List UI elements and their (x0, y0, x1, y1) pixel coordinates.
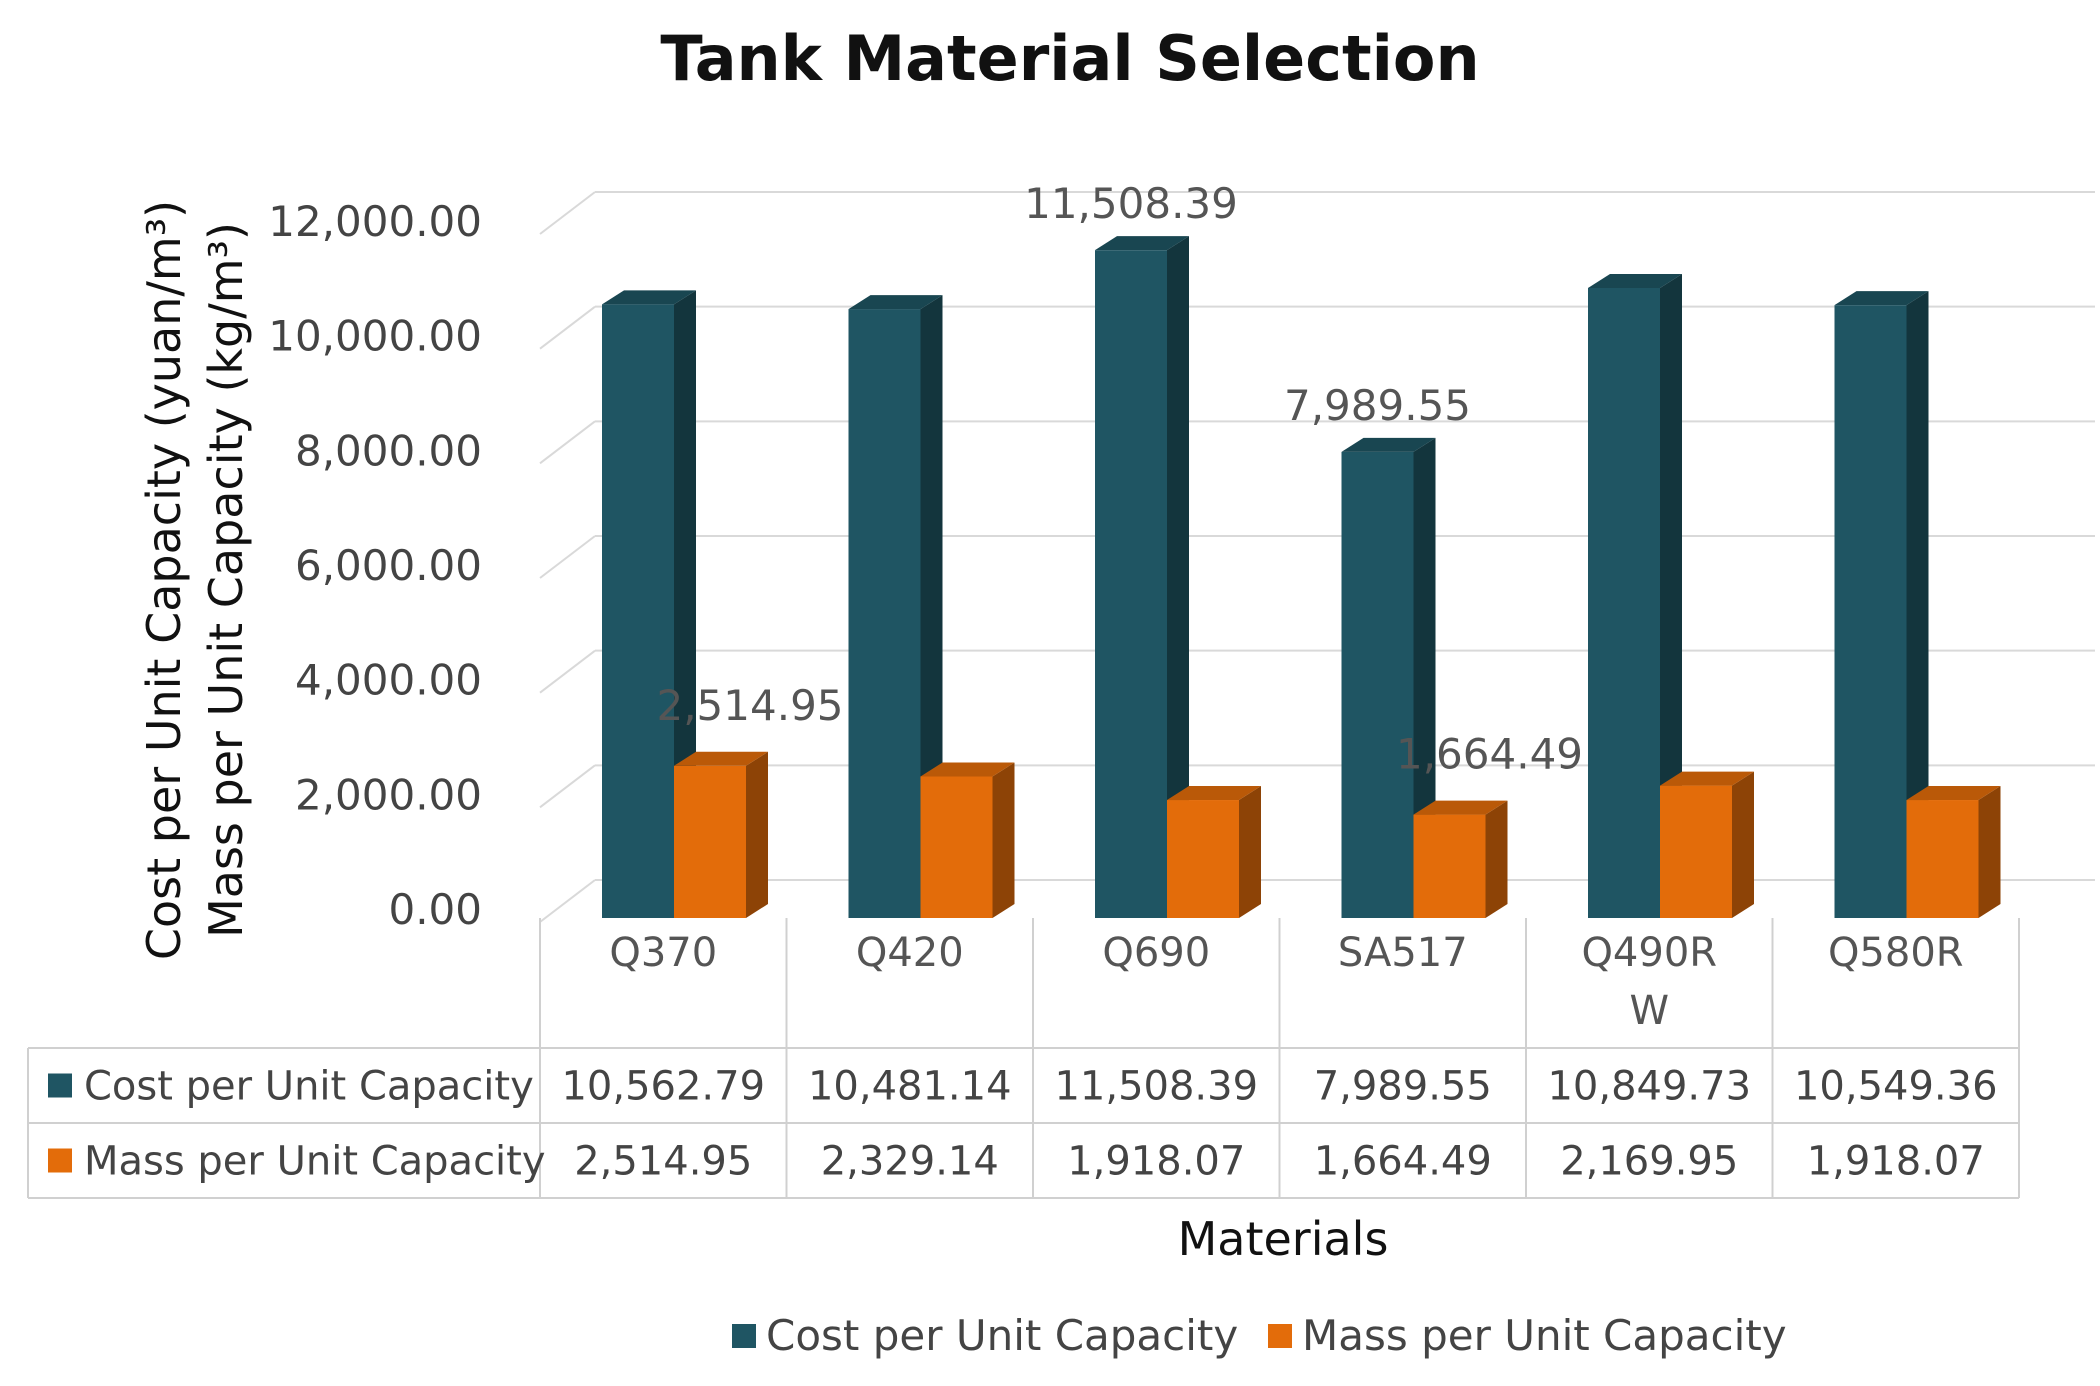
bar-mass (1906, 800, 1979, 918)
bar-mass (920, 776, 993, 918)
bar-mass (1167, 800, 1239, 918)
bar-top (674, 751, 768, 766)
bar-top (848, 295, 943, 310)
bar-side (1906, 291, 1929, 918)
bar-top (1095, 236, 1189, 251)
table-cell: 11,508.39 (1054, 1064, 1258, 1110)
legend-key (732, 1324, 756, 1348)
y-axis-title-line-2: Mass per Unit Capacity (kg/m³) (199, 222, 253, 938)
bars (602, 236, 2001, 919)
x-tick-label: Q580R (1828, 930, 1964, 976)
bar-cost (1834, 305, 1907, 918)
data-label: 11,508.39 (1024, 179, 1238, 228)
table-series-name: Mass per Unit Capacity (84, 1139, 546, 1185)
bar-side (1660, 273, 1682, 918)
chart-title: Tank Material Selection (660, 22, 1479, 95)
y-tick-label: 8,000.00 (295, 426, 482, 475)
data-label: 2,514.95 (656, 681, 843, 730)
data-table: Q370 Q420 Q690 SA517 Q490R W Q580R Cost per Uni… (27, 918, 2020, 1199)
y-axis-title: Cost per Unit Capacity (yuan/m³) Mass pe… (137, 200, 253, 960)
table-cell: 2,169.95 (1560, 1139, 1738, 1185)
y-tick-label: 4,000.00 (295, 656, 482, 705)
bar-cost (1341, 451, 1414, 918)
table-series-name: Cost per Unit Capacity (84, 1064, 534, 1110)
x-tick-label: SA517 (1338, 930, 1468, 976)
bar-side (1239, 786, 1261, 918)
table-cell: 10,481.14 (808, 1064, 1012, 1110)
gridline-diagonal (539, 649, 596, 694)
bar-top (920, 762, 1015, 777)
bar-top (1413, 800, 1508, 815)
bar-side (1167, 236, 1189, 918)
y-tick-label: 0.00 (388, 885, 482, 934)
bar-top (602, 290, 696, 305)
data-labels: 11,508.39 7,989.55 2,514.95 1,664.49 (656, 179, 1583, 778)
legend-label: Mass per Unit Capacity (1302, 1311, 1787, 1360)
table-cell: 10,849.73 (1547, 1064, 1751, 1110)
bar-mass (1660, 785, 1732, 918)
bar-cost (848, 309, 921, 918)
bar-top (1834, 291, 1929, 306)
bar-cost (1588, 287, 1660, 918)
gridline-diagonal (539, 764, 596, 809)
table-cell: 2,329.14 (821, 1139, 999, 1185)
bar-top (1588, 273, 1682, 288)
gridline-diagonal (539, 879, 596, 923)
y-tick-label: 2,000.00 (295, 770, 482, 819)
table-legend-key (48, 1073, 72, 1098)
gridline-diagonal (539, 420, 596, 465)
bar-top (1167, 786, 1261, 801)
x-axis-title: Materials (1178, 1212, 1389, 1266)
y-tick-label: 12,000.00 (268, 197, 482, 246)
y-tick-label: 6,000.00 (295, 541, 482, 590)
bar-cost (602, 304, 674, 919)
table-cell: 2,514.95 (574, 1139, 752, 1185)
bar-side (992, 762, 1015, 918)
x-tick-label: Q370 (609, 930, 717, 976)
table-legend-key (48, 1148, 72, 1173)
gridline-diagonal (539, 535, 596, 579)
bar-top (1341, 437, 1436, 452)
x-tick-label: Q690 (1102, 930, 1210, 976)
x-tick-label: Q490R (1581, 930, 1717, 976)
table-cell: 10,549.36 (1794, 1064, 1998, 1110)
x-tick-label: Q420 (856, 930, 964, 976)
bar-top (1660, 771, 1754, 786)
table-cell: 1,918.07 (1807, 1139, 1985, 1185)
table-cell: 1,664.49 (1314, 1139, 1492, 1185)
gridline-diagonal (539, 191, 596, 235)
y-tick-label: 10,000.00 (268, 312, 482, 361)
bar-mass (674, 765, 746, 918)
bar-side (1732, 771, 1754, 918)
data-label: 1,664.49 (1396, 730, 1583, 779)
table-cell: 10,562.79 (561, 1064, 765, 1110)
legend-key (1268, 1324, 1292, 1348)
table-cell: 1,918.07 (1067, 1139, 1245, 1185)
bar-side (746, 751, 768, 918)
bar-side (1413, 437, 1436, 918)
legend: Cost per Unit Capacity Mass per Unit Capa… (732, 1311, 1787, 1360)
x-tick-label: W (1629, 988, 1669, 1034)
table-cell: 7,989.55 (1314, 1064, 1492, 1110)
y-axis-title-line-1: Cost per Unit Capacity (yuan/m³) (137, 200, 191, 960)
bar-side (1978, 786, 2001, 918)
bar-cost (1095, 250, 1167, 918)
data-label: 7,989.55 (1284, 381, 1471, 430)
legend-label: Cost per Unit Capacity (766, 1311, 1238, 1360)
y-axis-ticks: 0.00 2,000.00 4,000.00 6,000.00 8,000.00 10,0… (268, 197, 482, 934)
gridline-diagonal (539, 305, 596, 350)
bar-side (1485, 800, 1508, 918)
bar-mass (1413, 814, 1486, 918)
bar-side (920, 295, 943, 918)
bar-top (1906, 786, 2001, 801)
